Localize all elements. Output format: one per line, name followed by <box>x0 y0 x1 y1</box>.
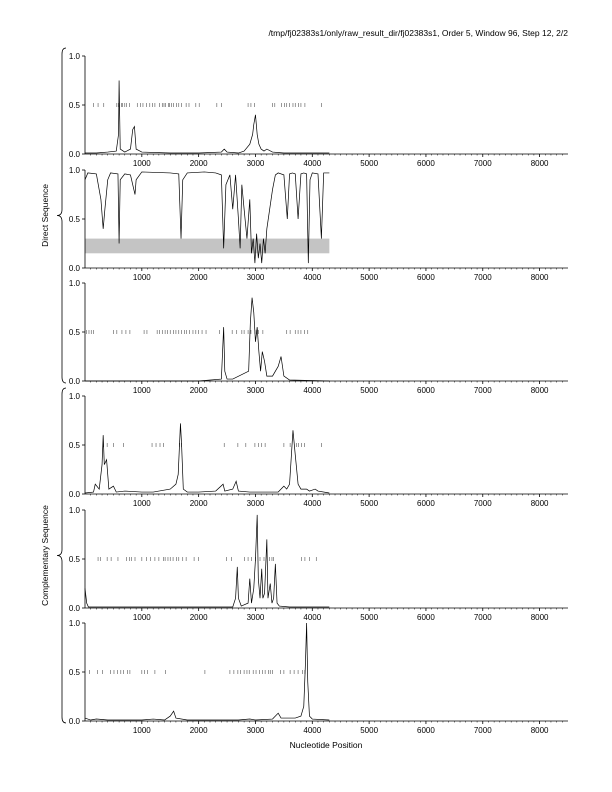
x-tick-label: 7000 <box>474 273 492 282</box>
y-tick-label: 1.0 <box>69 52 81 61</box>
x-tick-label: 5000 <box>360 273 378 282</box>
y-tick-label: 0.0 <box>69 150 81 159</box>
series-line <box>85 80 330 154</box>
x-tick-label: 3000 <box>247 613 265 622</box>
x-tick-label: 4000 <box>303 386 321 395</box>
figure-header: /tmp/fj02383s1/only/raw_result_dir/fj023… <box>268 28 568 38</box>
panels: 0.0 0.5 1.0 1000 2000 3000 4000 5000 6000 7000 800… <box>69 52 568 735</box>
x-tick-label: 2000 <box>190 499 208 508</box>
x-tick-label: 6000 <box>417 159 435 168</box>
y-tick-label: 1.0 <box>69 392 81 401</box>
x-tick-label: 8000 <box>531 386 549 395</box>
x-tick-label: 8000 <box>531 273 549 282</box>
x-tick-label: 5000 <box>360 726 378 735</box>
y-tick-label: 1.0 <box>69 279 81 288</box>
x-tick-label: 2000 <box>190 273 208 282</box>
y-tick-label: 0.5 <box>69 441 81 450</box>
x-tick-label: 1000 <box>133 386 151 395</box>
x-tick-label: 2000 <box>190 159 208 168</box>
group-label: Direct Sequence <box>40 184 50 247</box>
panel-2: 0.0 0.5 1.0 1000 2000 3000 4000 5000 6000 7000 800… <box>69 279 568 395</box>
x-tick-label: 7000 <box>474 386 492 395</box>
series-line <box>85 297 330 382</box>
x-tick-label: 4000 <box>303 726 321 735</box>
x-tick-label: 2000 <box>190 726 208 735</box>
x-tick-label: 6000 <box>417 499 435 508</box>
x-tick-label: 6000 <box>417 613 435 622</box>
y-tick-label: 0.0 <box>69 377 81 386</box>
y-tick-label: 0.0 <box>69 717 81 726</box>
x-tick-label: 7000 <box>474 726 492 735</box>
x-tick-label: 3000 <box>247 159 265 168</box>
x-tick-label: 6000 <box>417 273 435 282</box>
x-tick-label: 3000 <box>247 726 265 735</box>
x-tick-label: 5000 <box>360 159 378 168</box>
x-tick-label: 2000 <box>190 613 208 622</box>
x-tick-label: 3000 <box>247 386 265 395</box>
group-bracket <box>56 387 67 724</box>
x-tick-label: 6000 <box>417 726 435 735</box>
x-tick-label: 7000 <box>474 159 492 168</box>
series-line <box>84 423 330 494</box>
y-tick-label: 0.5 <box>69 328 81 337</box>
x-tick-label: 4000 <box>303 613 321 622</box>
x-axis-label: Nucleotide Position <box>290 740 363 750</box>
panel-4: 0.0 0.5 1.0 1000 2000 3000 4000 5000 6000 7000 800… <box>69 506 568 622</box>
series-line <box>84 171 330 264</box>
y-tick-label: 0.0 <box>69 264 81 273</box>
x-tick-label: 4000 <box>303 499 321 508</box>
x-tick-label: 4000 <box>303 273 321 282</box>
x-tick-label: 5000 <box>360 613 378 622</box>
x-tick-label: 2000 <box>190 386 208 395</box>
y-tick-label: 1.0 <box>69 506 81 515</box>
group-brackets: Direct Sequence Complementary Sequence <box>40 47 67 724</box>
series-line <box>84 622 330 721</box>
group-label: Complementary Sequence <box>40 505 50 606</box>
panel-3: 0.0 0.5 1.0 1000 2000 3000 4000 5000 6000 7000 800… <box>69 392 568 508</box>
y-tick-label: 0.5 <box>69 101 81 110</box>
x-tick-label: 8000 <box>531 613 549 622</box>
series-line <box>84 514 330 608</box>
x-tick-label: 3000 <box>247 499 265 508</box>
x-tick-label: 1000 <box>133 159 151 168</box>
y-tick-label: 0.5 <box>69 668 81 677</box>
y-tick-label: 0.5 <box>69 555 81 564</box>
x-tick-label: 7000 <box>474 613 492 622</box>
y-tick-label: 1.0 <box>69 619 81 628</box>
panel-5: 0.0 0.5 1.0 1000 2000 3000 4000 5000 6000 7000 800… <box>69 619 568 735</box>
x-tick-label: 3000 <box>247 273 265 282</box>
group-1: Complementary Sequence <box>40 387 67 724</box>
group-bracket <box>56 47 67 384</box>
y-tick-label: 1.0 <box>69 166 81 175</box>
y-tick-label: 0.5 <box>69 215 81 224</box>
threshold-band <box>85 238 330 254</box>
x-tick-label: 8000 <box>531 499 549 508</box>
y-tick-label: 0.0 <box>69 604 81 613</box>
x-tick-label: 5000 <box>360 386 378 395</box>
group-0: Direct Sequence <box>40 47 67 384</box>
x-tick-label: 8000 <box>531 159 549 168</box>
x-tick-label: 1000 <box>133 613 151 622</box>
panel-1: 0.0 0.5 1.0 1000 2000 3000 4000 5000 6000 7000 800… <box>69 166 568 282</box>
panel-0: 0.0 0.5 1.0 1000 2000 3000 4000 5000 6000 7000 800… <box>69 52 568 168</box>
x-tick-label: 7000 <box>474 499 492 508</box>
x-tick-label: 1000 <box>133 273 151 282</box>
x-tick-label: 4000 <box>303 159 321 168</box>
y-tick-label: 0.0 <box>69 490 81 499</box>
x-tick-label: 6000 <box>417 386 435 395</box>
x-tick-label: 1000 <box>133 726 151 735</box>
x-tick-label: 8000 <box>531 726 549 735</box>
x-tick-label: 1000 <box>133 499 151 508</box>
x-tick-label: 5000 <box>360 499 378 508</box>
